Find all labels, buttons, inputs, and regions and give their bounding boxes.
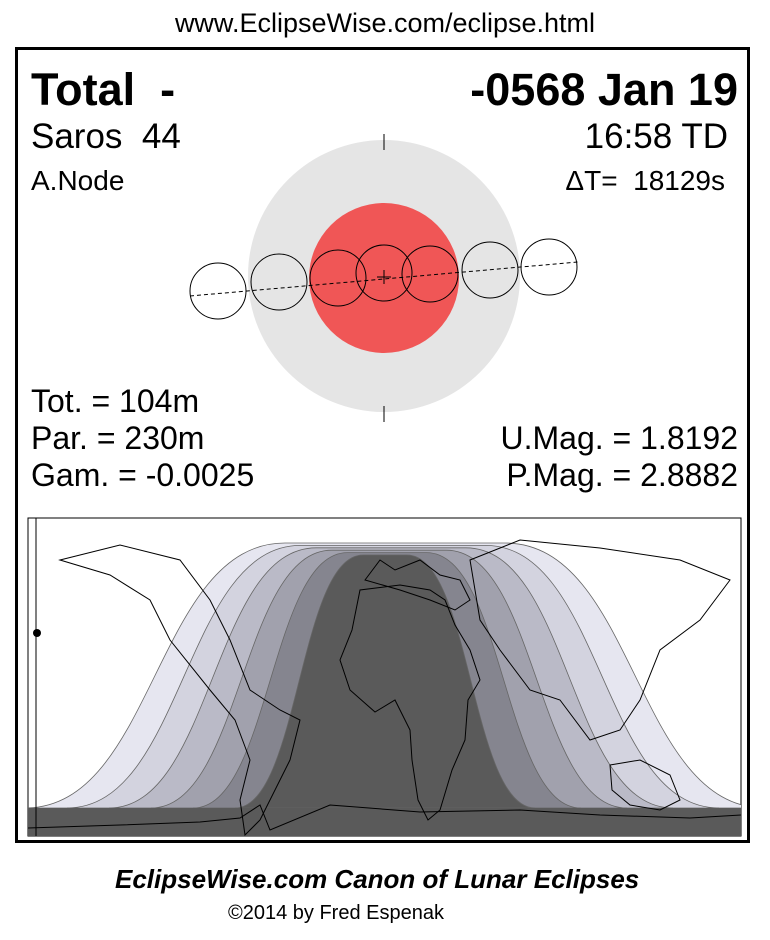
moon-position-5 [461,241,519,299]
eclipse-frame [15,47,750,843]
umbra-band [28,808,741,836]
delta-t: ΔT= 18129s [565,165,725,196]
coast-australia [609,759,681,811]
moon-path [189,261,579,297]
saros: Saros 44 [31,117,181,156]
eclipse-date: -0568 Jan 19 [470,64,738,115]
moon-position-3 [355,244,413,302]
coast-americas [58,544,301,836]
visibility-zone-5 [234,554,536,809]
visibility-map [27,517,742,837]
moon-position-4 [401,245,459,303]
umbral-magnitude: U.Mag. = 1.8192 [500,420,738,456]
time: 16:58 TD [584,117,728,156]
moon-position-6 [520,238,578,296]
url[interactable]: www.EclipseWise.com/eclipse.html [174,8,596,38]
coast-asia [469,539,731,741]
penumbral-magnitude: P.Mag. = 2.8882 [506,457,738,493]
moon-position-1 [250,253,308,311]
copyright: ©2014 by Fred Espenak [228,902,444,924]
total-duration: Tot. = 104m [31,383,200,419]
coast-europe [364,559,471,611]
gamma: Gam. = -0.0025 [31,457,255,493]
node: A.Node [31,165,125,196]
moon-position-0 [189,262,247,320]
partial-duration: Par. = 230m [31,420,205,456]
eclipse-type: Total - [31,64,176,115]
footer-title: EclipseWise.com Canon of Lunar Eclipses [115,864,640,894]
map-marker [33,629,41,637]
moon-position-2 [309,249,367,307]
coast-africa [339,584,481,821]
coast-antarctica [28,804,741,831]
